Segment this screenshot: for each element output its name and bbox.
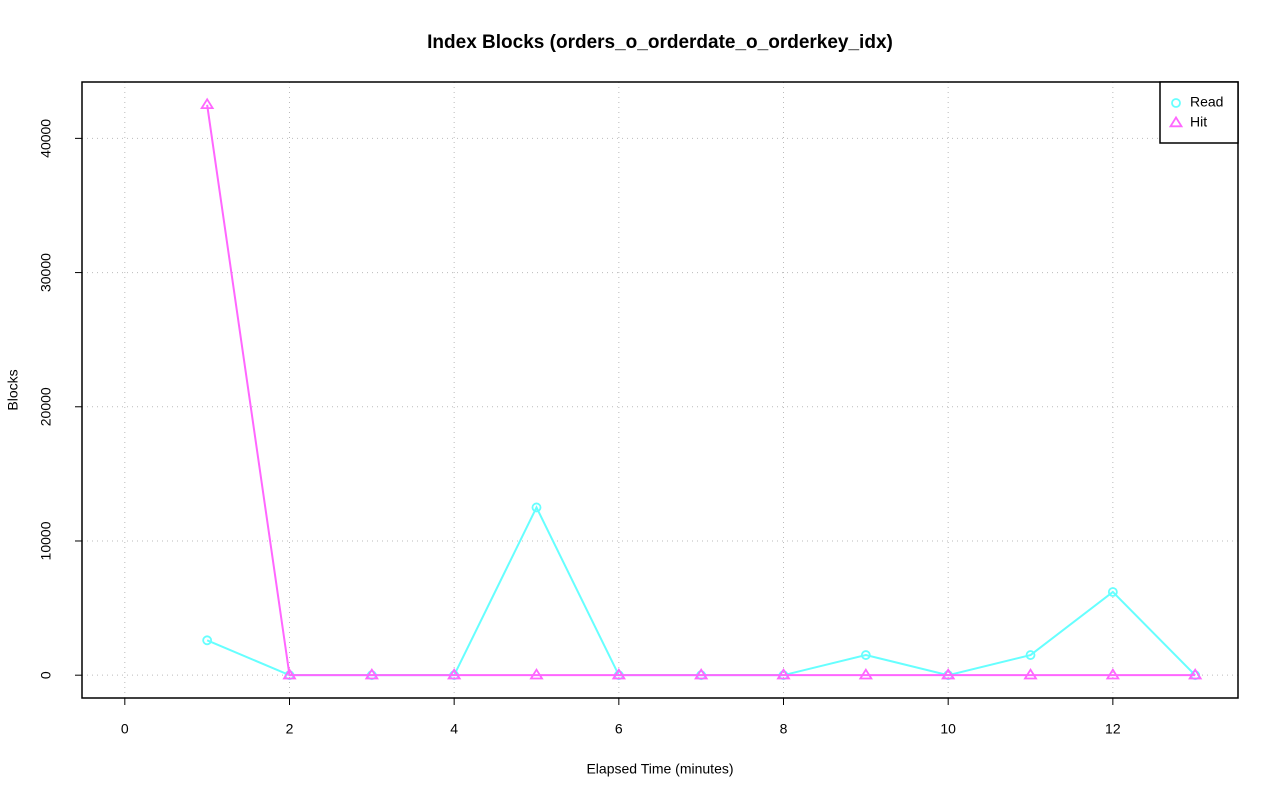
point [860,650,871,660]
point [1105,667,1120,680]
y-axis-label: Blocks [5,369,21,410]
y-tick-label: 20000 [38,387,54,426]
x-tick-label: 0 [121,721,129,737]
point [364,667,379,680]
plot-frame [81,81,1239,699]
x-tick-label: 8 [780,721,788,737]
y-tick-label: 0 [38,671,54,679]
point [531,502,542,513]
x-tick-label: 4 [450,721,458,737]
legend-box [1159,81,1239,144]
y-tick-label: 10000 [38,521,54,560]
series-line [206,104,1196,677]
chart-title: Index Blocks (orders_o_orderdate_o_order… [427,32,893,53]
point [529,667,544,680]
x-tick-label: 12 [1105,721,1121,737]
y-tick-label: 30000 [38,253,54,292]
x-tick-label: 10 [940,721,956,737]
x-axis-label: Elapsed Time (minutes) [586,761,733,777]
legend-label: Read [1190,94,1223,110]
point [858,667,873,680]
y-tick-label: 40000 [38,119,54,158]
legend-label: Hit [1190,114,1207,130]
point [1107,587,1118,597]
x-tick-label: 2 [286,721,294,737]
point [447,667,462,680]
legend-marker [1171,98,1181,108]
legend-marker [1168,115,1184,128]
x-tick-label: 6 [615,721,623,737]
point [200,97,215,110]
point [941,667,956,680]
point [694,667,709,680]
point [282,667,297,680]
point [776,667,791,680]
point [1188,667,1203,680]
point [1025,650,1036,660]
point [1023,667,1038,680]
point [611,667,626,680]
point [202,635,213,646]
